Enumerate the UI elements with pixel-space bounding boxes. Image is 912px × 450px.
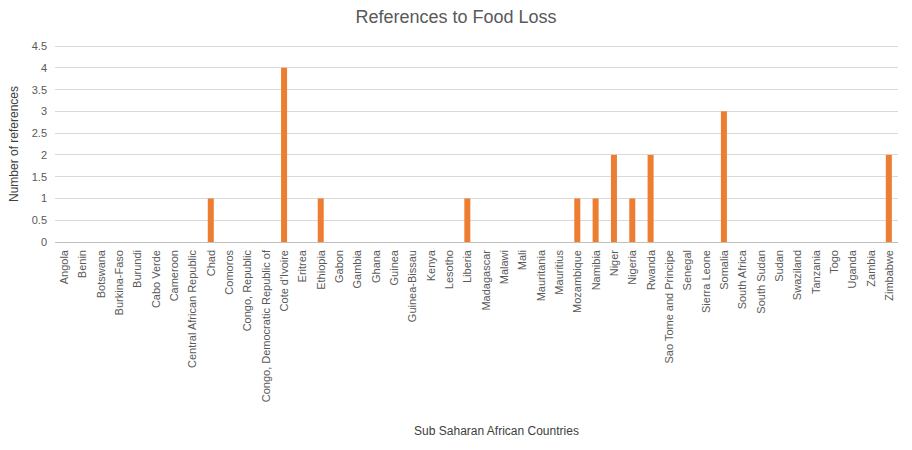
bar [574, 198, 580, 242]
x-axis-line [55, 242, 898, 243]
grid-line [55, 67, 898, 68]
x-tick-label: Somalia [718, 249, 730, 290]
bars [208, 68, 892, 242]
x-tick-label: Ghana [370, 249, 382, 283]
x-tick-label: Cabo Verde [150, 250, 162, 308]
x-tick-label: Madagascar [480, 250, 492, 311]
x-tick-label: Burundi [131, 250, 143, 288]
x-tick-label: Guinea-Bissau [406, 250, 418, 322]
x-tick-label: Mozambique [571, 250, 583, 313]
x-tick-label: Sierra Leone [700, 250, 712, 313]
bar [318, 198, 324, 242]
x-tick-label: Nigeria [626, 249, 638, 285]
x-tick-label: Liberia [461, 249, 473, 283]
grid-line [55, 176, 898, 177]
x-tick-label: Mali [516, 250, 528, 270]
x-tick-label: South Sudan [755, 250, 767, 314]
y-tick-label: 0.5 [32, 214, 47, 226]
grid-line [55, 89, 898, 90]
grid-line [55, 220, 898, 221]
y-tick-label: 0 [41, 236, 47, 248]
y-tick-label: 4 [41, 62, 47, 74]
chart: 0 0.5 1 1.5 2 2.5 3 3.5 4 4.5 Angola Benin Botswana B… [0, 0, 912, 450]
x-axis-label: Sub Saharan African Countries [414, 424, 579, 438]
y-tick-label: 4.5 [32, 40, 47, 52]
x-tick-label: South Africa [736, 249, 748, 309]
grid-line [55, 198, 898, 199]
x-tick-label: Mauritania [535, 249, 547, 301]
x-tick-label: Rwanda [645, 249, 657, 290]
x-tick-label: Tanzania [810, 249, 822, 294]
x-tick-label: Kenya [425, 249, 437, 281]
x-tick-label: Malawi [498, 250, 510, 284]
y-tick-label: 2 [41, 149, 47, 161]
x-tick-label: Namibia [590, 249, 602, 290]
x-tick-label: Sudan [773, 250, 785, 282]
x-tick-label: Swaziland [791, 250, 803, 300]
x-tick-label: Zimbabwe [883, 250, 895, 301]
grid-line [55, 133, 898, 134]
x-tick-label: Comoros [223, 250, 235, 295]
y-tick-label: 2.5 [32, 127, 47, 139]
y-tick-label: 1.5 [32, 171, 47, 183]
y-tick-label: 3.5 [32, 84, 47, 96]
grid-line [55, 46, 898, 47]
x-tick-label: Zambia [865, 249, 877, 287]
bar [648, 155, 654, 242]
x-tick-label: Lesotho [443, 250, 455, 289]
x-tick-label: Guinea [388, 249, 400, 285]
x-tick-label: Gabon [333, 250, 345, 283]
x-tick-label: Eritrea [296, 249, 308, 282]
x-tick-label: Gambia [351, 249, 363, 288]
grid [55, 46, 898, 242]
bar [464, 198, 470, 242]
x-tick-label: Mauritius [553, 250, 565, 295]
x-tick-label: Togo [828, 250, 840, 274]
y-tick-label: 1 [41, 192, 47, 204]
x-tick-label: Ethiopia [315, 249, 327, 290]
bar [593, 198, 599, 242]
y-tick-label: 3 [41, 105, 47, 117]
x-tick-label: Botswana [95, 249, 107, 298]
bar [629, 198, 635, 242]
x-tick-label: Cote d'Ivoire [278, 250, 290, 311]
x-tick-label: Niger [608, 250, 620, 277]
x-tick-label: Senegal [681, 250, 693, 290]
x-tick-label: Sao Tome and Principe [663, 250, 675, 364]
x-tick-label: Cameroon [168, 250, 180, 301]
bar [886, 155, 892, 242]
x-tick-label: Burkina-Faso [113, 250, 125, 315]
bar [611, 155, 617, 242]
bar [281, 68, 287, 242]
x-tick-label: Chad [205, 250, 217, 276]
bar [721, 111, 727, 242]
x-tick-label: Congo, Republic [241, 250, 253, 332]
x-tick-label: Central African Republic [186, 250, 198, 369]
x-tick-label: Benin [76, 250, 88, 278]
x-tick-label: Congo, Democratic Republic of [260, 249, 272, 402]
x-tick-label: Uganda [846, 249, 858, 288]
x-tick-label: Angola [58, 249, 70, 284]
grid-line [55, 111, 898, 112]
grid-line [55, 242, 898, 243]
y-axis-label: Number of references [7, 86, 21, 202]
title: References to Food Loss [355, 7, 556, 27]
grid-line [55, 154, 898, 155]
bar [208, 198, 214, 242]
